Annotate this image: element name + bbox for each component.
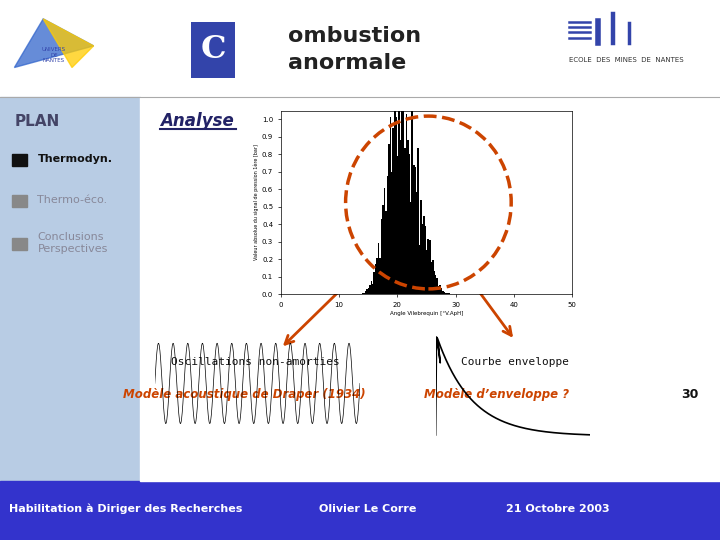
Bar — [379, 258, 381, 294]
Polygon shape — [14, 19, 94, 68]
Text: 21 Octobre 2003: 21 Octobre 2003 — [506, 504, 610, 514]
Bar — [381, 219, 382, 294]
Bar — [369, 285, 371, 294]
Bar — [382, 205, 384, 294]
Bar — [378, 243, 379, 294]
Polygon shape — [43, 19, 94, 68]
Bar — [414, 167, 416, 294]
Bar — [423, 216, 425, 294]
Bar — [394, 42, 395, 294]
Bar — [395, 117, 397, 294]
Bar — [377, 258, 378, 294]
Text: Thermo-éco.: Thermo-éco. — [37, 195, 107, 205]
Text: Courbe enveloppe: Courbe enveloppe — [461, 357, 569, 367]
Text: UNIVERS
DE
NANTES: UNIVERS DE NANTES — [42, 47, 66, 63]
Bar — [391, 172, 392, 294]
Bar — [425, 226, 426, 294]
Bar — [429, 240, 431, 294]
Bar — [12, 195, 27, 207]
Bar — [361, 293, 364, 294]
Bar — [390, 117, 391, 294]
Bar — [418, 147, 419, 294]
Bar — [436, 278, 438, 294]
Text: C: C — [200, 34, 226, 65]
Text: ombustion
anormale: ombustion anormale — [288, 26, 421, 73]
Bar — [375, 264, 377, 294]
Bar — [397, 156, 398, 294]
Text: Analyse: Analyse — [160, 112, 233, 131]
Bar — [413, 165, 415, 294]
Bar — [363, 293, 365, 294]
Bar — [410, 202, 412, 294]
Text: Thermodyn.: Thermodyn. — [37, 154, 112, 164]
Text: 30: 30 — [681, 388, 698, 401]
Bar — [419, 245, 420, 294]
Bar — [0, 481, 720, 540]
Bar — [388, 144, 390, 294]
Bar — [411, 109, 413, 294]
Bar — [428, 239, 429, 294]
Bar — [368, 287, 369, 294]
Text: ECOLE  DES  MINES  DE  NANTES: ECOLE DES MINES DE NANTES — [569, 57, 684, 64]
Bar — [408, 154, 410, 294]
Text: Oscillations non-amorties: Oscillations non-amorties — [171, 357, 340, 367]
Text: Modèle acoustique de Draper (1934): Modèle acoustique de Draper (1934) — [124, 388, 366, 401]
Bar — [439, 285, 441, 294]
FancyBboxPatch shape — [191, 22, 235, 78]
Bar — [384, 188, 385, 294]
Bar — [0, 97, 140, 481]
Bar — [407, 140, 409, 294]
Bar — [431, 261, 432, 294]
Text: Olivier Le Corre: Olivier Le Corre — [318, 504, 416, 514]
Bar — [12, 154, 27, 166]
Bar — [12, 238, 27, 250]
Text: PLAN: PLAN — [14, 114, 60, 129]
Bar — [401, 104, 402, 294]
Bar — [374, 272, 375, 294]
Bar — [446, 293, 448, 294]
Bar — [420, 199, 422, 294]
Bar — [365, 292, 366, 294]
Text: Habilitation à Diriger des Recherches: Habilitation à Diriger des Recherches — [9, 504, 243, 515]
X-axis label: Angle Vilebrequin [°V.ApH]: Angle Vilebrequin [°V.ApH] — [390, 310, 463, 316]
Bar — [441, 288, 442, 294]
Bar — [435, 274, 436, 294]
Bar — [366, 289, 368, 294]
Bar — [0, 0, 720, 97]
Bar — [416, 192, 418, 294]
Bar — [402, 33, 405, 294]
Bar — [442, 291, 444, 294]
Bar — [405, 114, 408, 294]
Bar — [426, 250, 428, 294]
Bar — [404, 148, 406, 294]
Bar — [140, 97, 720, 481]
Bar — [385, 211, 387, 294]
Bar — [448, 293, 449, 294]
Bar — [422, 224, 423, 294]
Bar — [392, 128, 394, 294]
Bar — [438, 286, 439, 294]
Bar — [400, 140, 401, 294]
Bar — [432, 260, 433, 294]
Bar — [444, 292, 445, 294]
Bar — [371, 281, 372, 294]
Y-axis label: Valeur absolue du signal de pression 1ère [bar]: Valeur absolue du signal de pression 1èr… — [253, 145, 259, 260]
Bar — [433, 271, 435, 294]
Bar — [398, 82, 400, 294]
Text: Modèle d’enveloppe ?: Modèle d’enveloppe ? — [424, 388, 570, 401]
Text: Conclusions
Perspectives: Conclusions Perspectives — [37, 232, 108, 254]
Bar — [372, 285, 374, 294]
Bar — [387, 176, 388, 294]
Bar — [445, 293, 446, 294]
